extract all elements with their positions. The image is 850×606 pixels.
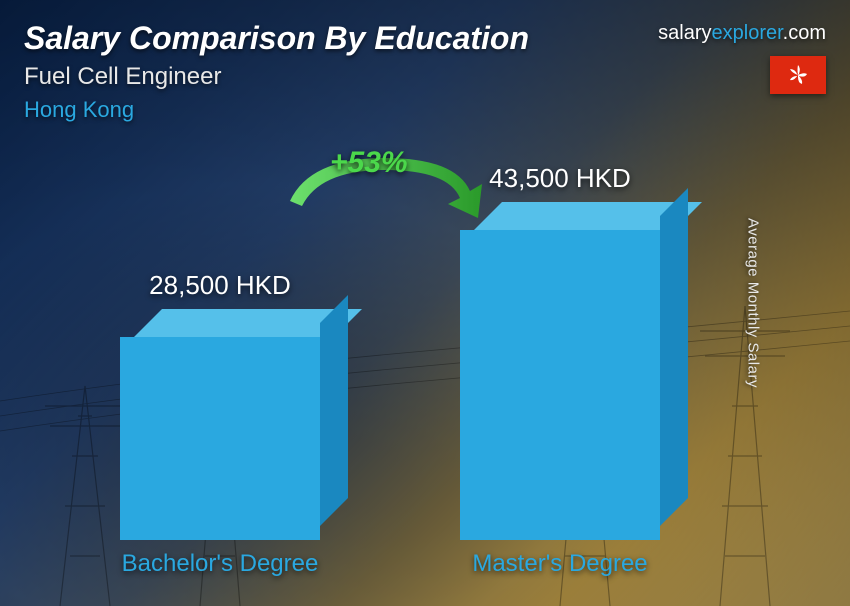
- location: Hong Kong: [24, 97, 826, 123]
- brand-logo: salaryexplorer.com: [658, 22, 826, 45]
- job-title: Fuel Cell Engineer: [24, 63, 826, 91]
- bar: [120, 337, 320, 540]
- increase-percentage: +53%: [330, 146, 408, 180]
- bar-label: Bachelor's Degree: [122, 550, 319, 578]
- bar-group: 43,500 HKD Master's Degree: [460, 163, 660, 578]
- bar-value: 43,500 HKD: [489, 163, 631, 194]
- bar-value: 28,500 HKD: [149, 270, 291, 301]
- bar-group: 28,500 HKD Bachelor's Degree: [120, 270, 320, 578]
- bar: [460, 230, 660, 540]
- bar-side-face: [660, 188, 688, 526]
- bar-label: Master's Degree: [472, 550, 647, 578]
- bar-side-face: [320, 295, 348, 526]
- bar-front-face: [120, 337, 320, 540]
- brand-prefix: salary: [658, 22, 711, 44]
- brand-accent: explorer: [712, 22, 783, 44]
- bar-front-face: [460, 230, 660, 540]
- chart-area: +53% 28,500 HKD Bachelor's Degree 43,500…: [60, 158, 770, 578]
- hong-kong-flag-icon: [770, 56, 826, 94]
- brand-suffix: .com: [783, 22, 826, 44]
